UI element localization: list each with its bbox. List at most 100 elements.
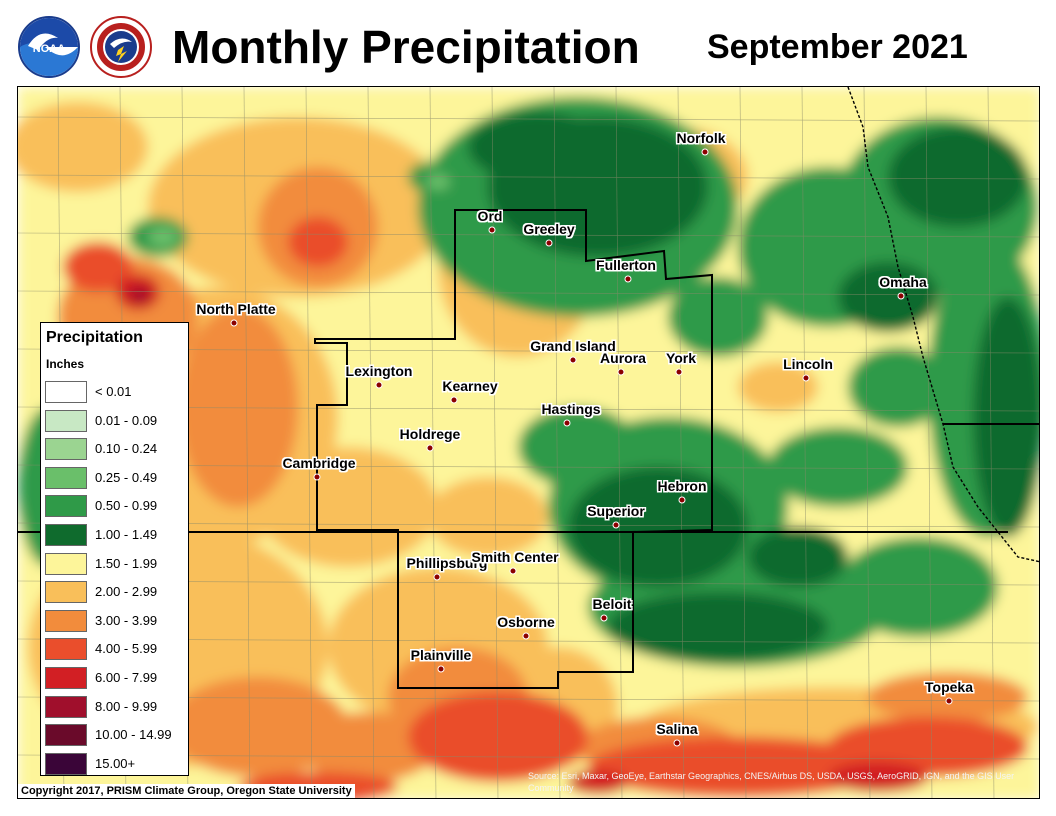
legend-label: 0.10 - 0.24 [95, 441, 158, 457]
city-label: Lincoln [783, 356, 833, 372]
precip-region [828, 762, 928, 792]
city-marker [313, 473, 321, 481]
city-label: Topeka [925, 679, 973, 695]
precip-region [588, 737, 888, 797]
city-label: Grand Island [530, 338, 616, 354]
city-marker [569, 356, 577, 364]
city-label: Ord [477, 208, 503, 224]
county-line [18, 116, 1039, 122]
legend-swatch [45, 381, 87, 403]
source-attribution: Source: Esri, Maxar, GeoEye, Earthstar G… [528, 771, 1015, 793]
legend-title: Precipitation [46, 329, 143, 346]
city-marker [563, 419, 571, 427]
legend: Precipitation Inches < 0.01 0.01 - 0.09 0.… [40, 322, 189, 776]
legend-label: 1.50 - 1.99 [95, 555, 158, 571]
city-label: Phillipsburg [406, 555, 488, 571]
legend-label: 0.50 - 0.99 [95, 498, 158, 514]
county-line [429, 87, 437, 798]
city-label: Aurora [600, 350, 646, 366]
city-marker [617, 368, 625, 376]
legend-swatch [45, 752, 87, 775]
legend-label: 3.00 - 3.99 [95, 612, 158, 628]
county-line [925, 87, 933, 798]
legend-label: 0.25 - 0.49 [95, 469, 158, 485]
city-marker [488, 226, 496, 234]
legend-swatch [45, 638, 87, 661]
city-marker [450, 396, 458, 404]
city-label: Cambridge [282, 455, 356, 471]
city-label: Greeley [523, 221, 575, 237]
county-line [18, 290, 1039, 296]
city-label: Superior [587, 503, 645, 519]
legend-label: 10.00 - 14.99 [95, 727, 172, 743]
precip-region [568, 770, 628, 794]
precip-region [888, 127, 1028, 227]
city-marker [433, 573, 441, 581]
legend-label: 4.00 - 5.99 [95, 641, 158, 657]
legend-label: < 0.01 [95, 384, 132, 399]
city-label: Lexington [345, 363, 413, 379]
city-marker [375, 381, 383, 389]
city-marker [945, 697, 953, 705]
city-label: Salina [656, 721, 698, 737]
precip-region [973, 297, 1039, 537]
city-label: North Platte [196, 301, 276, 317]
precip-region [738, 362, 818, 412]
legend-swatch [45, 724, 87, 747]
county-line [18, 174, 1039, 180]
date-label: September 2021 [707, 28, 968, 66]
legend-swatch [45, 666, 87, 689]
legend-swatch [45, 552, 87, 575]
precip-region [258, 447, 438, 567]
legend-label: 15.00+ [95, 755, 136, 771]
city-marker [509, 567, 517, 575]
city-marker [678, 496, 686, 504]
legend-swatch [45, 495, 87, 518]
precip-region [18, 102, 148, 192]
city-label: Kearney [442, 378, 498, 394]
city-label: Smith Center [471, 549, 559, 565]
forecast-area-boundary [314, 209, 713, 689]
precip-region [768, 427, 908, 507]
city-marker [437, 665, 445, 673]
legend-label: 1.00 - 1.49 [95, 526, 158, 542]
city-marker [675, 368, 683, 376]
city-marker [522, 632, 530, 640]
legend-label: 0.01 - 0.09 [95, 412, 158, 428]
precip-region [298, 712, 438, 782]
legend-label: 6.00 - 7.99 [95, 669, 158, 685]
precip-region [426, 174, 450, 190]
city-marker [624, 275, 632, 283]
precip-region [668, 277, 768, 357]
legend-label: 8.00 - 9.99 [95, 698, 158, 714]
city-label: Hebron [657, 478, 707, 494]
legend-label: 2.00 - 2.99 [95, 584, 158, 600]
precip-region [868, 672, 1028, 722]
legend-unit: Inches [46, 357, 85, 371]
county-line [367, 87, 375, 798]
nws-logo [90, 16, 152, 78]
county-line [615, 87, 623, 798]
copyright-note: Copyright 2017, PRISM Climate Group, Ore… [18, 784, 355, 798]
svg-text:NOAA: NOAA [33, 43, 65, 55]
precip-region [178, 307, 298, 507]
legend-swatch [45, 409, 87, 432]
county-line [987, 87, 995, 798]
city-marker [897, 292, 905, 300]
legend-swatch [45, 581, 87, 604]
county-line [305, 87, 313, 798]
missouri-river [847, 87, 1039, 563]
city-label: York [665, 350, 697, 366]
legend-swatch [45, 523, 87, 546]
city-label: Fullerton [596, 257, 656, 273]
precip-region [608, 592, 828, 662]
precip-region [748, 527, 848, 587]
city-label: Omaha [879, 274, 927, 290]
city-label: Hastings [541, 401, 601, 417]
legend-swatch [45, 466, 87, 489]
city-label: Plainville [410, 647, 472, 663]
precip-region [130, 287, 150, 303]
city-marker [230, 319, 238, 327]
city-marker [426, 444, 434, 452]
city-marker [802, 374, 810, 382]
